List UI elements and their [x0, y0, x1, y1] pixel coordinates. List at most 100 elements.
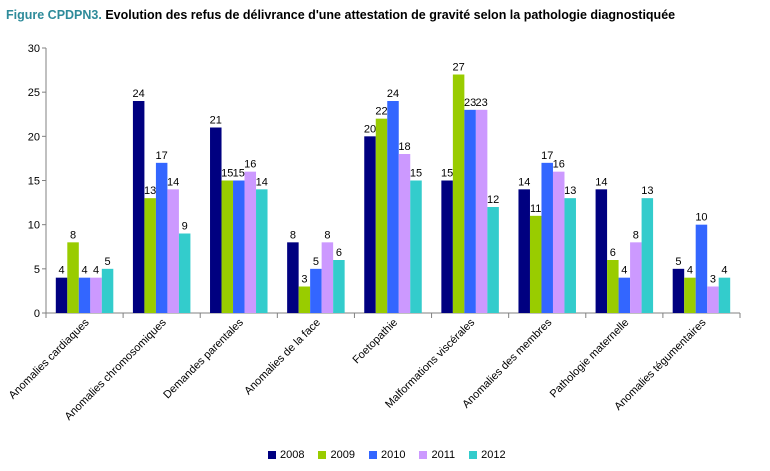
- bar: [144, 198, 156, 313]
- data-label: 8: [633, 229, 639, 241]
- x-tick-label: Anomalies tégumentaires: [612, 316, 709, 413]
- legend: 2008 2009 2010 2011 2012: [268, 449, 506, 461]
- bar: [387, 101, 399, 313]
- legend-label: 2008: [280, 449, 305, 461]
- data-label: 15: [221, 168, 233, 180]
- bar: [333, 260, 345, 313]
- data-label: 12: [487, 194, 499, 206]
- bar: [672, 268, 685, 313]
- bar: [364, 136, 376, 313]
- bar: [630, 242, 642, 313]
- bar: [155, 162, 168, 313]
- y-tick-label: 5: [34, 264, 40, 276]
- bar: [475, 109, 488, 313]
- data-label: 6: [336, 247, 342, 259]
- data-label: 8: [70, 229, 76, 241]
- data-label: 14: [167, 176, 179, 188]
- bar: [684, 277, 696, 313]
- legend-swatch: [268, 451, 276, 459]
- data-label: 20: [364, 123, 376, 135]
- bar: [529, 215, 542, 313]
- bar: [464, 109, 476, 313]
- bar: [375, 118, 388, 314]
- legend-label: 2010: [380, 449, 406, 461]
- bar: [90, 277, 102, 313]
- bar: [718, 277, 731, 313]
- data-label: 14: [518, 176, 530, 188]
- legend-label: 2012: [481, 449, 506, 461]
- data-label: 16: [244, 159, 256, 171]
- data-label: 11: [530, 203, 541, 215]
- bar: [221, 180, 234, 313]
- bar: [618, 277, 631, 313]
- data-label: 21: [210, 115, 222, 127]
- data-label: 24: [387, 88, 399, 100]
- data-label: 4: [93, 265, 99, 277]
- data-label: 4: [721, 265, 727, 277]
- data-label: 8: [290, 229, 296, 241]
- data-label: 4: [81, 265, 87, 277]
- data-label: 5: [675, 256, 681, 268]
- x-tick-label: Demandes parentales: [161, 316, 246, 401]
- x-tick-label: Pathologie maternelle: [548, 317, 632, 401]
- bar: [78, 277, 91, 313]
- data-label: 14: [256, 176, 268, 188]
- data-label: 8: [324, 229, 330, 241]
- data-label: 10: [695, 212, 707, 224]
- bar: [607, 260, 619, 313]
- data-label: 15: [441, 168, 453, 180]
- data-label: 3: [710, 274, 716, 286]
- data-label: 23: [464, 97, 476, 109]
- bar: [256, 189, 268, 313]
- data-label: 16: [553, 159, 565, 171]
- bar: [287, 242, 299, 313]
- bar: [452, 74, 465, 313]
- x-tick-label: Anomalies des membres: [460, 316, 554, 410]
- data-label: 15: [410, 168, 422, 180]
- bar: [310, 268, 322, 313]
- y-tick-label: 0: [34, 308, 40, 320]
- y-tick-label: 15: [28, 176, 40, 188]
- bar: [233, 180, 245, 313]
- bar: [244, 171, 257, 313]
- bar: [410, 180, 422, 313]
- legend-label: 2009: [330, 449, 355, 461]
- bar: [167, 189, 179, 313]
- y-tick-label: 10: [28, 220, 40, 232]
- x-tick-label: Malformations viscérales: [383, 316, 477, 410]
- legend-item: 2008: [268, 449, 304, 461]
- bar: [132, 101, 145, 313]
- figure-title: Evolution des refus de délivrance d'une …: [105, 8, 676, 22]
- data-label: 17: [156, 150, 168, 162]
- data-label: 18: [398, 141, 410, 153]
- data-label: 24: [133, 88, 145, 100]
- bar: [398, 154, 411, 313]
- bar: [518, 189, 530, 313]
- bar: [541, 162, 553, 313]
- x-tick-label: Anomalies de la face: [242, 317, 323, 398]
- bar: [707, 286, 719, 313]
- bar: [55, 277, 68, 313]
- data-label: 13: [564, 185, 576, 197]
- bar: [298, 286, 311, 313]
- data-label: 14: [595, 176, 607, 188]
- y-tick-label: 20: [28, 131, 40, 143]
- legend-swatch: [368, 451, 377, 459]
- legend-item: 2009: [318, 449, 355, 461]
- bar: [595, 189, 608, 313]
- data-label: 13: [144, 185, 156, 197]
- data-label: 4: [687, 265, 693, 277]
- bar: [441, 180, 453, 313]
- bar: [101, 268, 114, 313]
- data-label: 15: [233, 168, 245, 180]
- bar: [210, 127, 222, 313]
- figure-label: Figure CPDPN3.: [6, 8, 102, 22]
- legend-item: 2011: [419, 449, 455, 461]
- bar: [695, 224, 708, 313]
- data-label: 4: [58, 265, 64, 277]
- data-label: 6: [610, 247, 616, 259]
- legend-item: 2010: [368, 449, 406, 461]
- legend-swatch: [469, 451, 478, 459]
- data-label: 17: [541, 150, 553, 162]
